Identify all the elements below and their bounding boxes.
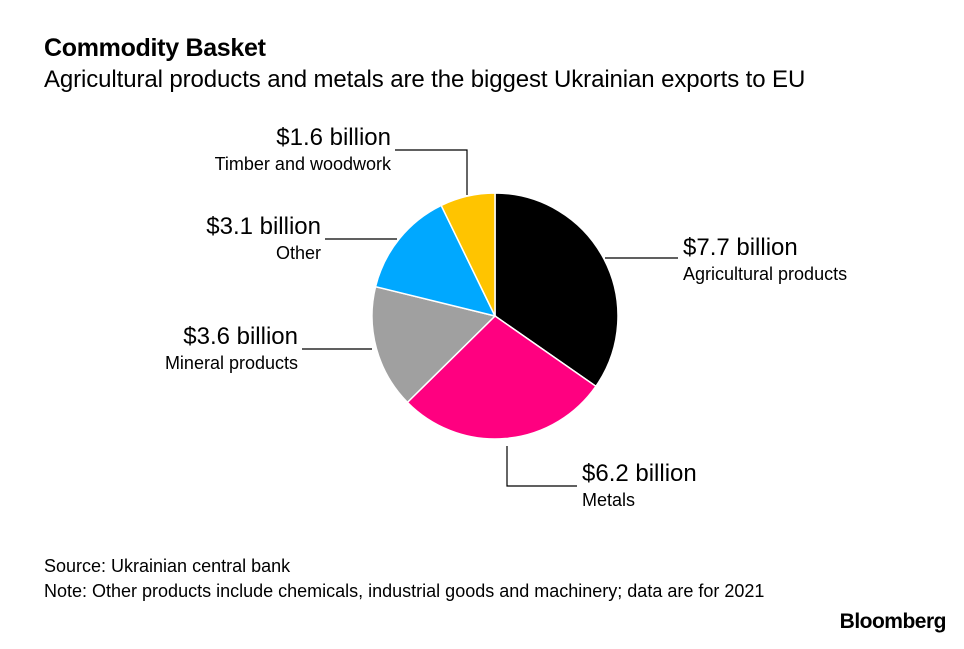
pie-slice-agricultural-products — [494, 192, 619, 388]
leader-line-timber-and-woodwork — [395, 149, 468, 195]
value-label-other: $3.1 billion — [206, 213, 321, 240]
category-label-other: Other — [276, 243, 321, 263]
bloomberg-logo: Bloomberg — [839, 610, 947, 633]
category-label-metals: Metals — [582, 490, 635, 510]
pie-slice-timber-and-woodwork — [440, 192, 496, 317]
leader-line-metals — [506, 446, 577, 487]
value-label-timber-and-woodwork: $1.6 billion — [276, 124, 391, 151]
chart-subtitle: Agricultural products and metals are the… — [44, 66, 806, 93]
category-label-agricultural-products: Agricultural products — [683, 264, 847, 284]
value-label-agricultural-products: $7.7 billion — [683, 234, 798, 261]
value-label-metals: $6.2 billion — [582, 460, 697, 487]
source-note: Source: Ukrainian central bank — [44, 556, 291, 576]
pie-slice-metals — [406, 315, 597, 440]
chart-title: Commodity Basket — [44, 34, 266, 62]
value-label-mineral-products: $3.6 billion — [183, 323, 298, 350]
pie-slice-mineral-products — [371, 285, 497, 404]
category-label-timber-and-woodwork: Timber and woodwork — [215, 154, 392, 174]
pie-slice-other — [374, 204, 497, 318]
footnote: Note: Other products include chemicals, … — [44, 581, 765, 601]
category-label-mineral-products: Mineral products — [165, 353, 298, 373]
